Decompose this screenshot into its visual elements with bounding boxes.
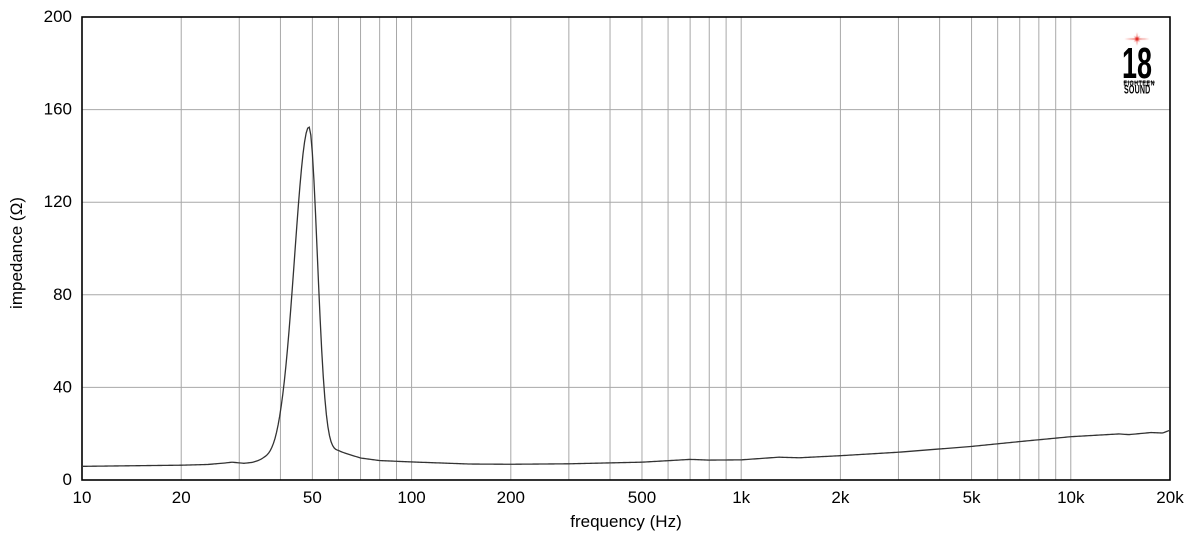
svg-text:10: 10: [73, 488, 92, 507]
svg-text:40: 40: [53, 377, 72, 396]
svg-text:1k: 1k: [732, 488, 750, 507]
svg-text:frequency (Hz): frequency (Hz): [570, 512, 681, 531]
svg-text:120: 120: [44, 192, 72, 211]
svg-text:50: 50: [303, 488, 322, 507]
svg-text:impedance (Ω): impedance (Ω): [7, 197, 26, 309]
svg-text:TM: TM: [1151, 80, 1156, 84]
svg-text:80: 80: [53, 285, 72, 304]
svg-text:0: 0: [63, 470, 72, 489]
svg-text:5k: 5k: [963, 488, 981, 507]
svg-text:160: 160: [44, 100, 72, 119]
svg-text:20k: 20k: [1156, 488, 1184, 507]
svg-text:500: 500: [628, 488, 656, 507]
svg-text:2k: 2k: [831, 488, 849, 507]
svg-text:200: 200: [497, 488, 525, 507]
svg-text:SOUND: SOUND: [1124, 84, 1150, 97]
svg-text:20: 20: [172, 488, 191, 507]
svg-text:100: 100: [397, 488, 425, 507]
svg-text:200: 200: [44, 7, 72, 26]
svg-text:10k: 10k: [1057, 488, 1085, 507]
